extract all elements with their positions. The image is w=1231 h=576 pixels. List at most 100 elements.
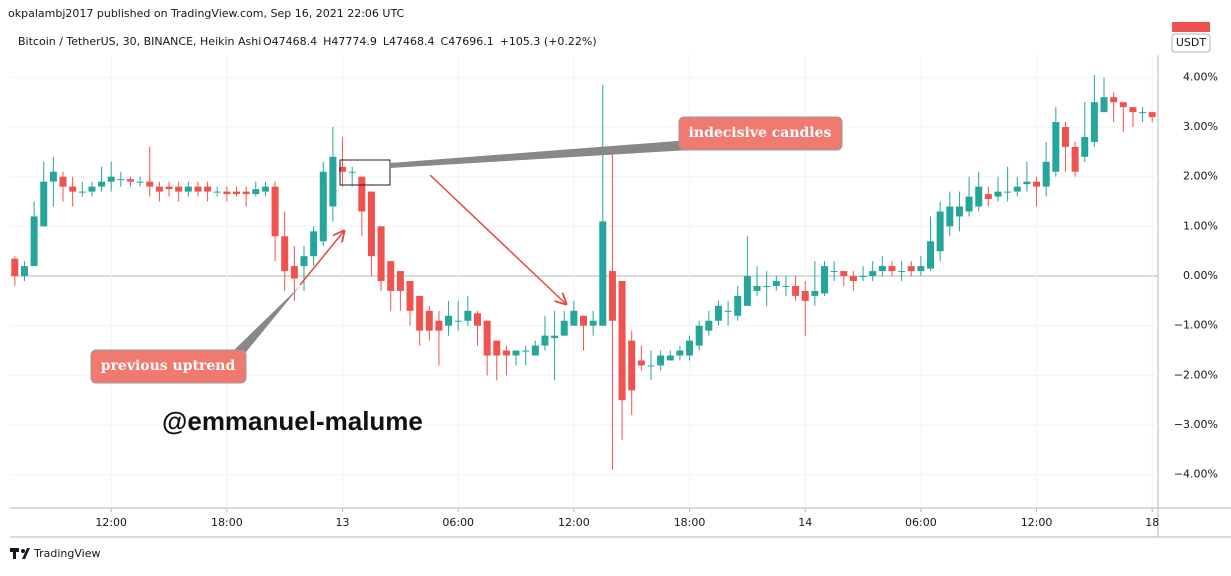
candle-body [965, 196, 973, 212]
candle-body [1004, 191, 1012, 193]
candle-body [213, 191, 221, 193]
candle-body [233, 191, 241, 195]
candle-body [1081, 136, 1089, 157]
candle-body [1061, 127, 1069, 147]
candle-body [126, 179, 134, 182]
candle-body [1119, 102, 1127, 108]
candle-body [445, 315, 453, 326]
candle-body [676, 350, 684, 356]
candle-body [589, 320, 597, 326]
candle-body [618, 281, 626, 401]
candle-body [30, 216, 38, 267]
candle-body [367, 191, 375, 257]
candle-body [204, 186, 212, 192]
candle-body [878, 266, 886, 272]
arrow [429, 174, 566, 304]
candle-body [165, 186, 173, 190]
ohlc-value: +105.3 (+0.22%) [500, 35, 597, 48]
candle-body [502, 350, 510, 356]
candle-body [155, 186, 163, 192]
candle-body [454, 320, 462, 322]
candle-body [117, 179, 125, 181]
candle-body [406, 281, 414, 311]
candle-body [1033, 181, 1041, 187]
x-tick-label: 12:00 [558, 516, 590, 529]
footer: TradingView [33, 547, 100, 560]
watermark: @emmanuel-malume [162, 406, 423, 436]
candle-body [339, 166, 347, 172]
callout-pointer [232, 286, 300, 352]
candle-body [271, 186, 279, 237]
candle-body [907, 266, 915, 272]
candle-body [40, 181, 48, 227]
candle-body [792, 285, 800, 296]
candle-body [11, 258, 19, 277]
candle-body [859, 276, 867, 278]
candle-body [772, 281, 780, 286]
callout-label: previous uptrend [101, 358, 236, 374]
candle-body [59, 176, 67, 187]
candle-body [782, 285, 790, 287]
candle-body [1090, 102, 1098, 142]
candle-body [1148, 112, 1156, 118]
ohlc-values: O47468.4 H47774.9 L47468.4 C47696.1 +105.3 (… [263, 35, 597, 48]
x-tick-label: 06:00 [442, 516, 474, 529]
candle-body [358, 176, 366, 212]
publisher: okpalambj2017 published on TradingView.c… [8, 7, 405, 20]
candle-body [387, 261, 395, 291]
candle-body [599, 221, 607, 326]
candle-body [300, 256, 308, 267]
candle-body [78, 191, 86, 193]
y-tick-label: 2.00% [1183, 170, 1218, 183]
candle-body [261, 186, 269, 192]
candle-body [329, 156, 337, 207]
candle-body [705, 320, 713, 331]
highlight-box [339, 159, 391, 186]
x-tick-label: 12:00 [1021, 516, 1053, 529]
candles [11, 74, 1156, 470]
currency-button[interactable] [1171, 33, 1211, 53]
candle-body [175, 186, 183, 192]
callout-box [90, 349, 247, 384]
candle-body [994, 191, 1002, 197]
candle-body [898, 271, 906, 273]
candle-body [1129, 107, 1137, 113]
candle-body [1100, 97, 1108, 113]
ohlc-value: L47468.4 [383, 35, 435, 48]
candle-body [473, 313, 481, 326]
currency[interactable]: USDT [1176, 36, 1207, 49]
x-tick-label: 06:00 [905, 516, 937, 529]
candle-body [840, 271, 848, 277]
logo [10, 548, 30, 559]
callout-box [678, 116, 843, 151]
candle-body [1071, 146, 1079, 172]
candle-body [551, 335, 559, 339]
candle-body [637, 360, 645, 366]
candle-body [136, 181, 144, 183]
candle-body [425, 310, 433, 331]
x-tick-label: 18:00 [674, 516, 706, 529]
y-tick-label: −4.00% [1174, 468, 1218, 481]
candle-body [849, 276, 857, 282]
candle-body [714, 305, 722, 321]
x-tick-label: 18:00 [211, 516, 243, 529]
candle-body [955, 206, 963, 217]
candle-body [483, 320, 491, 356]
candle-body [666, 355, 674, 361]
candle-body [416, 295, 424, 331]
candle-body [724, 310, 732, 312]
candle-body [290, 266, 298, 279]
arrow [299, 231, 344, 286]
candle-body [252, 189, 260, 195]
candle-body [763, 285, 771, 287]
ohlc-value: O47468.4 [263, 35, 317, 48]
candle-body [348, 171, 356, 173]
candle-body [98, 181, 106, 187]
candle-body [531, 345, 539, 356]
y-tick-label: 1.00% [1183, 219, 1218, 232]
candle-body [377, 226, 385, 282]
y-tick-label: −1.00% [1174, 319, 1218, 332]
candle-body [223, 191, 231, 195]
callout-label: indecisive candles [689, 125, 832, 141]
